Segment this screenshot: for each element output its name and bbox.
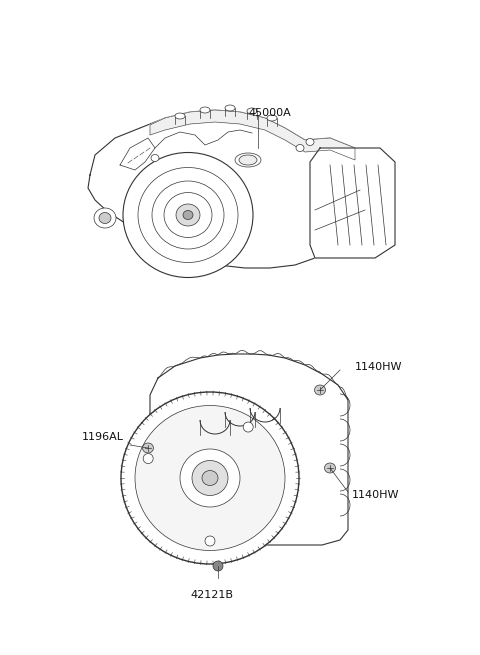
Polygon shape	[150, 110, 355, 160]
Ellipse shape	[239, 155, 257, 165]
Ellipse shape	[180, 449, 240, 507]
Ellipse shape	[200, 107, 210, 113]
Ellipse shape	[296, 145, 304, 151]
Ellipse shape	[314, 385, 325, 395]
Ellipse shape	[183, 210, 193, 219]
Ellipse shape	[213, 561, 223, 571]
Text: 42121B: 42121B	[190, 590, 233, 600]
Ellipse shape	[324, 463, 336, 473]
Ellipse shape	[143, 453, 153, 464]
Ellipse shape	[225, 105, 235, 111]
Text: 1140HW: 1140HW	[355, 362, 403, 372]
Ellipse shape	[143, 443, 154, 453]
Text: 45000A: 45000A	[249, 108, 291, 118]
Ellipse shape	[267, 115, 277, 121]
Polygon shape	[150, 354, 348, 545]
Text: 1140HW: 1140HW	[352, 490, 399, 500]
Ellipse shape	[247, 108, 257, 114]
Ellipse shape	[138, 168, 238, 263]
Polygon shape	[88, 110, 370, 268]
Ellipse shape	[135, 405, 285, 550]
Ellipse shape	[152, 181, 224, 249]
Ellipse shape	[176, 204, 200, 226]
Polygon shape	[310, 148, 395, 258]
Ellipse shape	[306, 138, 314, 145]
Ellipse shape	[121, 392, 299, 564]
Polygon shape	[120, 138, 155, 170]
Ellipse shape	[192, 460, 228, 495]
Ellipse shape	[164, 193, 212, 238]
Text: 1196AL: 1196AL	[82, 432, 124, 442]
Ellipse shape	[205, 536, 215, 546]
Ellipse shape	[243, 422, 253, 432]
Ellipse shape	[175, 113, 185, 119]
Ellipse shape	[235, 153, 261, 167]
Ellipse shape	[94, 208, 116, 228]
Ellipse shape	[151, 155, 159, 162]
Ellipse shape	[123, 153, 253, 278]
Ellipse shape	[99, 212, 111, 223]
Ellipse shape	[202, 470, 218, 485]
